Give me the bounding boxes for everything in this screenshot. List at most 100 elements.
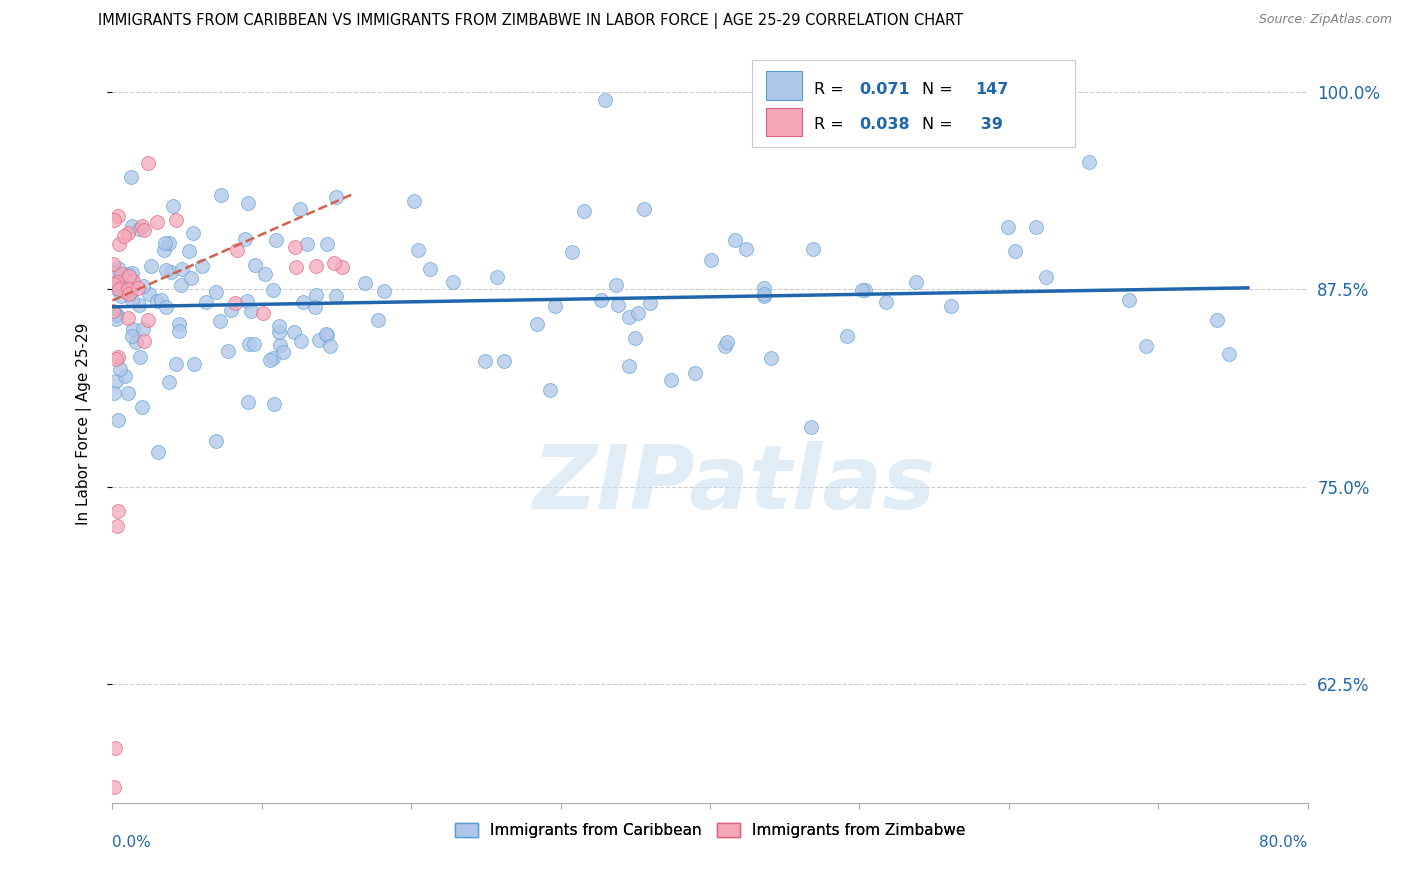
Point (169, 324, 191, 338)
Legend: Immigrants from Caribbean, Immigrants from Zimbabwe: Immigrants from Caribbean, Immigrants fr… (449, 817, 972, 845)
Point (305, 259, 328, 273)
Point (304, 288, 326, 302)
Point (714, 339, 737, 353)
Point (136, 155, 159, 169)
Point (851, 283, 873, 297)
Point (1025, 220, 1047, 235)
Point (837, 329, 859, 343)
Point (627, 306, 650, 320)
Point (316, 237, 339, 252)
Point (177, 244, 200, 258)
Point (716, 334, 738, 349)
Point (441, 275, 464, 289)
Point (526, 317, 548, 331)
Point (905, 275, 928, 289)
Point (290, 334, 312, 348)
Y-axis label: In Labor Force | Age 25-29: In Labor Force | Age 25-29 (76, 323, 91, 524)
Text: ZIPatlas: ZIPatlas (533, 441, 935, 528)
Point (624, 331, 647, 345)
Point (180, 271, 202, 285)
Point (132, 222, 155, 236)
Point (110, 362, 132, 376)
Point (131, 219, 153, 234)
Point (239, 303, 262, 318)
Point (183, 357, 205, 371)
Point (191, 259, 214, 273)
Point (605, 278, 627, 293)
Point (254, 267, 277, 281)
Point (155, 236, 177, 251)
Point (288, 202, 311, 216)
Text: IMMIGRANTS FROM CARIBBEAN VS IMMIGRANTS FROM ZIMBABWE IN LABOR FORCE | AGE 25-29: IMMIGRANTS FROM CARIBBEAN VS IMMIGRANTS … (98, 13, 963, 29)
Point (138, 287, 160, 301)
Point (105, 374, 128, 388)
Point (105, 308, 128, 322)
Point (659, 373, 682, 387)
Point (125, 334, 148, 349)
Point (150, 293, 173, 307)
Point (145, 214, 167, 228)
Point (1118, 293, 1140, 307)
Point (236, 395, 259, 409)
Point (595, 93, 617, 107)
Point (205, 434, 228, 448)
Point (165, 357, 187, 371)
Point (330, 260, 353, 274)
Point (606, 298, 628, 312)
Text: 147: 147 (976, 82, 1008, 97)
Point (235, 231, 257, 245)
Point (284, 240, 307, 254)
Point (485, 269, 508, 284)
Point (754, 281, 776, 295)
Point (238, 336, 260, 351)
Point (754, 289, 776, 303)
Point (319, 339, 342, 353)
Text: N =: N = (921, 117, 957, 132)
Point (165, 213, 187, 227)
Point (724, 233, 747, 247)
Point (129, 350, 152, 364)
Point (105, 519, 128, 533)
Point (284, 260, 307, 275)
Point (325, 289, 347, 303)
Text: 0.071: 0.071 (859, 82, 910, 97)
Point (262, 283, 284, 297)
Point (1004, 244, 1026, 259)
Text: 39: 39 (976, 117, 1004, 132)
Point (236, 294, 259, 309)
Point (263, 397, 285, 411)
Point (283, 325, 305, 339)
Point (633, 202, 655, 216)
Point (801, 242, 824, 256)
Point (148, 444, 170, 458)
Point (117, 267, 139, 281)
Point (121, 329, 143, 343)
Point (219, 303, 242, 318)
Point (103, 304, 125, 318)
Text: 0.0%: 0.0% (112, 835, 152, 850)
Point (315, 326, 337, 341)
Point (114, 285, 136, 299)
Point (181, 227, 204, 241)
Point (112, 228, 135, 243)
Point (800, 420, 823, 434)
Point (494, 354, 516, 368)
Point (153, 243, 176, 257)
Point (561, 245, 583, 260)
Point (162, 199, 184, 213)
Point (617, 310, 640, 324)
Point (107, 209, 129, 223)
Point (209, 187, 232, 202)
Point (243, 258, 266, 272)
Point (997, 220, 1019, 235)
Point (419, 261, 441, 276)
Point (157, 375, 180, 389)
Point (226, 243, 249, 257)
Point (474, 354, 496, 368)
Point (291, 295, 314, 310)
Point (131, 401, 153, 415)
Point (128, 222, 150, 236)
Point (404, 194, 426, 208)
Point (544, 299, 567, 313)
Point (121, 273, 143, 287)
